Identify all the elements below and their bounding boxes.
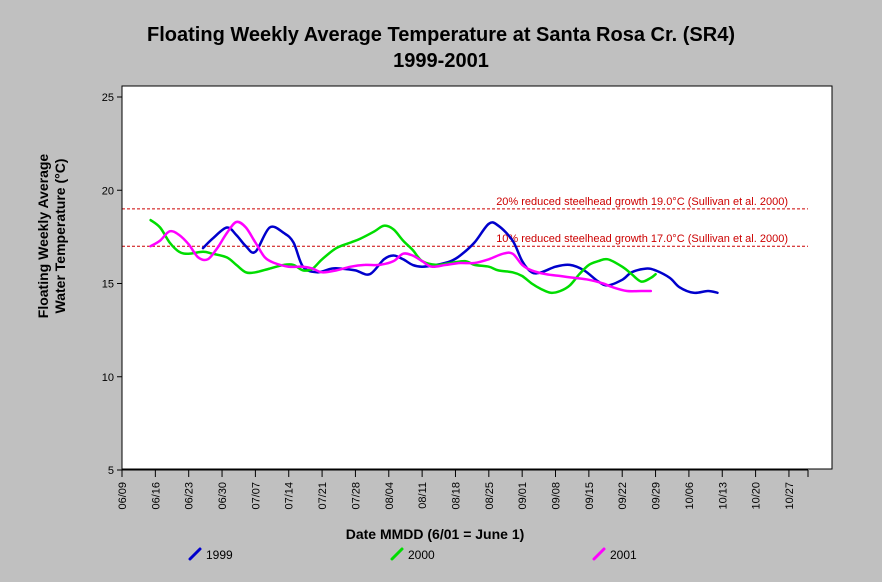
x-tick-label: 08/18 (450, 482, 462, 510)
x-axis-title: Date MMDD (6/01 = June 1) (346, 526, 525, 542)
y-tick-label: 10 (102, 372, 114, 384)
legend-swatch-1999 (188, 547, 202, 561)
x-tick-label: 08/11 (417, 482, 429, 509)
y-tick-label: 25 (102, 92, 114, 104)
x-tick-label: 09/08 (551, 482, 563, 510)
x-tick-label: 10/13 (717, 482, 729, 510)
x-tick-label: 10/06 (684, 482, 696, 510)
y-tick-label: 15 (102, 279, 114, 291)
x-tick-label: 06/23 (184, 482, 196, 510)
chart-title-line2: 1999-2001 (393, 50, 489, 72)
y-axis-title-line2: Water Temperature (°C) (52, 159, 68, 314)
series-line-2001 (149, 220, 653, 293)
x-tick-label: 06/16 (150, 482, 162, 510)
legend-label-2001: 2001 (610, 548, 637, 562)
y-axis-title: Floating Weekly Average Water Temperatur… (35, 154, 68, 319)
y-ticks: 5 10 15 20 25 (102, 92, 122, 477)
x-tick-label: 06/09 (117, 482, 129, 510)
x-tick-label: 09/22 (617, 482, 629, 510)
x-tick-label: 07/14 (284, 482, 296, 510)
legend-swatch-2000 (390, 547, 404, 561)
y-axis-title-line1: Floating Weekly Average (35, 154, 51, 319)
series-lines (149, 218, 719, 295)
x-tick-label: 10/27 (784, 482, 796, 510)
series-line-2000 (149, 218, 657, 295)
x-tick-label: 08/25 (484, 482, 496, 510)
chart-title: Floating Weekly Average Temperature at S… (0, 22, 882, 74)
reference-line-label: 10% reduced steelhead growth 17.0°C (Sul… (496, 233, 788, 245)
legend: 1999 2000 2001 (188, 547, 637, 562)
plot-area (121, 85, 833, 470)
reference-lines: 20% reduced steelhead growth 19.0°C (Sul… (122, 196, 808, 247)
legend-label-2000: 2000 (408, 548, 435, 562)
legend-label-1999: 1999 (206, 548, 233, 562)
x-tick-label: 07/28 (350, 482, 362, 510)
chart-title-line1: Floating Weekly Average Temperature at S… (147, 24, 735, 46)
x-tick-label: 07/07 (250, 482, 262, 510)
x-tick-label: 09/15 (584, 482, 596, 510)
legend-swatch-2001 (592, 547, 606, 561)
y-tick-label: 5 (108, 465, 114, 477)
x-tick-label: 07/21 (317, 482, 329, 510)
y-tick-label: 20 (102, 185, 114, 197)
reference-line-label: 20% reduced steelhead growth 19.0°C (Sul… (496, 196, 788, 208)
x-tick-label: 08/04 (384, 482, 396, 510)
x-tick-label: 06/30 (217, 482, 229, 510)
x-tick-label: 09/29 (651, 482, 663, 510)
x-tick-label: 09/01 (517, 482, 529, 510)
x-tick-label: 10/20 (751, 482, 763, 510)
x-ticks: 06/09 06/16 06/23 06/30 07/07 07/14 07/21 07/28… (117, 470, 809, 510)
